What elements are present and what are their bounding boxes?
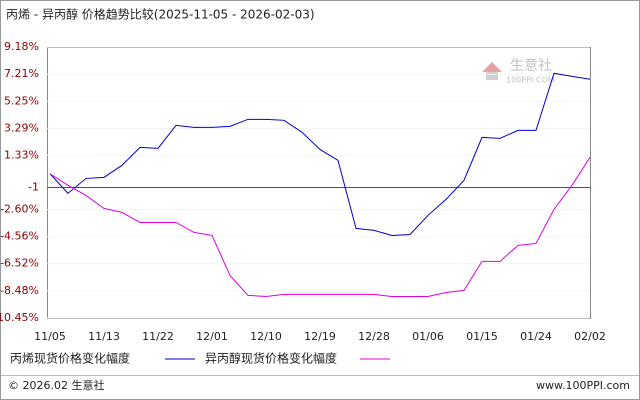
x-tick-label: 12/10 [250, 330, 282, 343]
x-tick-label: 11/13 [88, 330, 120, 343]
y-tick-label: 1.33% [4, 148, 39, 161]
watermark: 生意社 100PPI.COM [482, 57, 555, 85]
y-tick-label: -8.48% [0, 284, 39, 297]
y-tick-label: 7.21% [4, 67, 39, 80]
x-tick-label: 01/24 [520, 330, 552, 343]
x-tick-label: 01/06 [412, 330, 444, 343]
x-tick-label: 01/15 [466, 330, 498, 343]
series-line [49, 157, 591, 297]
x-tick-label: 11/22 [142, 330, 174, 343]
logo-base [486, 72, 498, 80]
logo-icon [482, 62, 502, 72]
watermark-brand: 生意社 [510, 57, 552, 74]
footer-right: www.100PPI.com [536, 379, 630, 392]
y-tick-label: 5.25% [4, 94, 39, 107]
y-tick-label: -4.56% [0, 230, 39, 243]
x-tick-label: 12/19 [304, 330, 336, 343]
y-tick-label: 3.29% [4, 121, 39, 134]
legend-label: 丙烯现货价格变化幅度 [10, 351, 130, 366]
x-tick-label: 12/01 [196, 330, 228, 343]
legend-label: 异丙醇现货价格变化幅度 [205, 351, 337, 366]
y-tick-label: -6.52% [0, 257, 39, 270]
x-tick-label: 12/28 [358, 330, 390, 343]
x-tick-label: 02/02 [574, 330, 606, 343]
y-tick-label: 9.18% [4, 40, 39, 53]
series-line [49, 72, 591, 236]
footer-left: © 2026.02 生意社 [8, 378, 104, 392]
chart-title: 丙烯 - 异丙醇 价格趋势比较(2025-11-05 - 2026-02-03) [6, 7, 315, 22]
y-tick-label: -2.60% [0, 203, 39, 216]
y-tick-label: -10.45% [0, 311, 39, 324]
y-tick-label: -1 [28, 181, 39, 194]
watermark-site: 100PPI.COM [506, 76, 555, 85]
x-tick-label: 11/05 [34, 330, 66, 343]
